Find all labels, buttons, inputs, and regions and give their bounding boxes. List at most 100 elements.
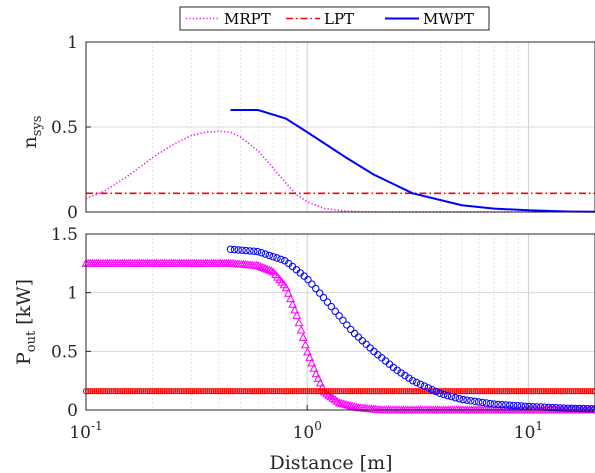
lpt-marker (236, 388, 243, 395)
lpt-marker (168, 388, 175, 395)
lpt-marker (393, 388, 400, 395)
top-y-axis-label: nsys (19, 116, 45, 149)
mwpt-marker (331, 307, 339, 315)
lpt-marker (332, 388, 339, 395)
mrpt-marker (307, 358, 317, 367)
lpt-marker (140, 388, 147, 395)
lpt-marker (114, 388, 122, 395)
lpt-marker (355, 388, 362, 395)
mwpt-marker (478, 398, 487, 407)
lpt-marker (142, 388, 149, 395)
lpt-marker (374, 388, 381, 395)
lpt-marker (366, 388, 373, 395)
mwpt-marker (339, 316, 347, 324)
mwpt-marker (440, 390, 448, 399)
mwpt-marker (416, 380, 425, 388)
mwpt-marker (269, 253, 277, 261)
mwpt-marker (467, 397, 475, 405)
lpt-marker (408, 388, 415, 395)
mwpt-marker (261, 250, 270, 258)
lpt-marker (234, 388, 241, 395)
mrpt-marker (341, 399, 351, 408)
y-tick-label: 1 (67, 284, 78, 304)
lpt-marker (95, 388, 102, 395)
mwpt-marker (459, 395, 467, 404)
lpt-marker (242, 388, 249, 395)
lpt-marker (244, 388, 251, 395)
lpt-marker (108, 388, 115, 395)
mrpt-marker (283, 288, 293, 297)
lpt-marker (217, 388, 224, 395)
lpt-marker (585, 388, 592, 395)
mwpt-marker (412, 378, 421, 387)
mrpt-marker (264, 265, 274, 274)
lpt-marker (481, 388, 488, 395)
lpt-marker (293, 388, 300, 395)
mwpt-marker (304, 275, 312, 284)
lpt-marker (396, 388, 403, 395)
lpt-marker (400, 388, 407, 395)
mwpt-marker (587, 405, 595, 413)
bottom-axes: 00.511.5 10-1 100 101 Pout[kW] Distance [m… (13, 225, 595, 473)
mwpt-marker (564, 404, 572, 412)
mwpt-marker (327, 302, 335, 311)
y-tick-label: 0 (67, 401, 78, 421)
lpt-marker (413, 388, 420, 395)
lpt-marker (498, 388, 505, 395)
mwpt-marker (548, 403, 556, 412)
lpt-marker (562, 388, 569, 395)
mrpt-marker (347, 401, 357, 410)
lpt-marker (151, 388, 158, 395)
lpt-marker (368, 388, 375, 395)
lpt-marker (359, 388, 366, 395)
mwpt-marker (556, 404, 564, 412)
lpt-marker (404, 388, 411, 395)
lpt-marker (551, 388, 558, 395)
top-y-ticks: 00.51 (51, 33, 91, 223)
lpt-marker (451, 388, 458, 395)
lpt-marker (485, 388, 492, 395)
lpt-marker (579, 388, 586, 395)
mwpt-marker (486, 399, 494, 408)
mrpt-marker (300, 340, 310, 349)
mrpt-marker (262, 264, 272, 273)
lpt-marker (364, 388, 371, 395)
mrpt-marker (258, 262, 268, 271)
lpt-marker (564, 388, 571, 395)
lpt-marker (170, 388, 177, 395)
mwpt-marker (490, 400, 498, 408)
lpt-marker (383, 388, 390, 395)
lpt-marker (102, 388, 109, 395)
lpt-marker (349, 388, 356, 395)
x-tick-label: 100 (293, 419, 322, 443)
lpt-marker (338, 388, 345, 395)
legend-label-mwpt: MWPT (423, 10, 474, 28)
lpt-marker (468, 388, 475, 395)
mrpt-marker (294, 318, 304, 327)
mwpt-marker (432, 387, 440, 396)
lpt-marker (148, 388, 156, 395)
lpt-marker (370, 388, 377, 395)
lpt-marker (251, 388, 258, 395)
mwpt-marker (242, 246, 250, 255)
mwpt-marker (230, 245, 239, 254)
lpt-marker (187, 388, 194, 395)
lpt-marker (329, 388, 337, 395)
mwpt-marker (308, 280, 316, 288)
lpt-marker (87, 388, 94, 395)
lpt-marker (560, 388, 567, 395)
lpt-marker (246, 388, 254, 395)
lpt-marker (474, 388, 481, 395)
mrpt-marker (286, 294, 295, 303)
x-tick-exponent: -1 (91, 419, 103, 433)
lpt-marker (581, 388, 588, 395)
lpt-marker (457, 388, 464, 395)
lpt-marker (459, 388, 467, 395)
lpt-marker (315, 388, 322, 395)
lpt-marker (540, 388, 548, 395)
lpt-marker (555, 388, 562, 395)
lpt-marker (227, 388, 234, 395)
lpt-marker (534, 388, 541, 395)
lpt-marker (161, 388, 168, 395)
lpt-marker (308, 388, 315, 395)
